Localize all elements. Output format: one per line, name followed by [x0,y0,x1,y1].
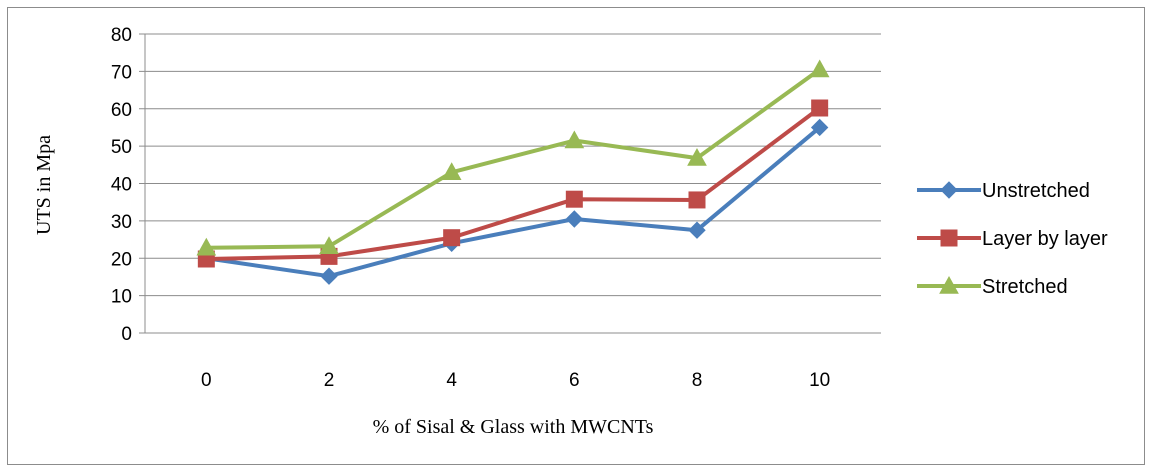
legend-marker [940,229,958,247]
data-point [688,191,706,209]
data-point [196,237,217,256]
x-tick-label: 2 [324,370,335,391]
y-tick-label: 40 [111,175,132,196]
legend-label: Stretched [982,276,1068,298]
x-tick-labels: 0 2 4 6 8 10 [201,370,830,391]
axes [144,34,881,334]
x-axis-title: % of Sisal & Glass with MWCNTs [373,416,654,438]
x-tick-label: 10 [809,370,830,391]
legend-item: Stretched [917,275,1068,298]
legend-label: Layer by layer [982,228,1108,250]
legend-label: Unstretched [982,180,1090,202]
y-tick-label: 10 [111,287,132,308]
y-axis-title: UTS in Mpa [33,135,55,235]
y-tick-label: 50 [111,137,132,158]
data-point [810,118,829,137]
data-point [687,148,707,166]
y-tick-label: 20 [111,249,132,270]
x-tick-label: 6 [569,370,580,391]
gridlines [139,33,881,334]
series [196,59,830,285]
data-point [564,130,585,149]
series-line [206,67,821,250]
y-tick-label: 80 [111,25,132,46]
data-point [811,99,829,117]
y-tick-label: 70 [111,62,132,83]
x-tick-label: 0 [201,370,212,391]
data-point [319,236,339,254]
y-tick-labels: 0 10 20 30 40 50 60 70 80 [111,25,132,345]
data-point [565,210,584,228]
data-point [565,190,583,208]
x-tick-label: 8 [692,370,703,391]
data-point [688,221,706,239]
y-tick-label: 60 [111,100,132,121]
legend-item: Unstretched [917,180,1090,202]
series-line [206,125,821,279]
legend: Unstretched Layer by layer Stretched [917,180,1108,298]
legend-item: Layer by layer [917,228,1108,250]
legend-marker [940,181,958,199]
x-tick-label: 4 [446,370,457,391]
data-point [809,59,830,78]
y-tick-label: 0 [121,324,132,345]
data-point [441,162,462,180]
series-unstretched [197,118,829,285]
y-tick-label: 30 [111,212,132,233]
series-stretched [196,59,830,256]
series-line [206,106,821,261]
legend-marker [939,275,959,294]
data-point [320,267,338,285]
data-point [443,229,461,247]
